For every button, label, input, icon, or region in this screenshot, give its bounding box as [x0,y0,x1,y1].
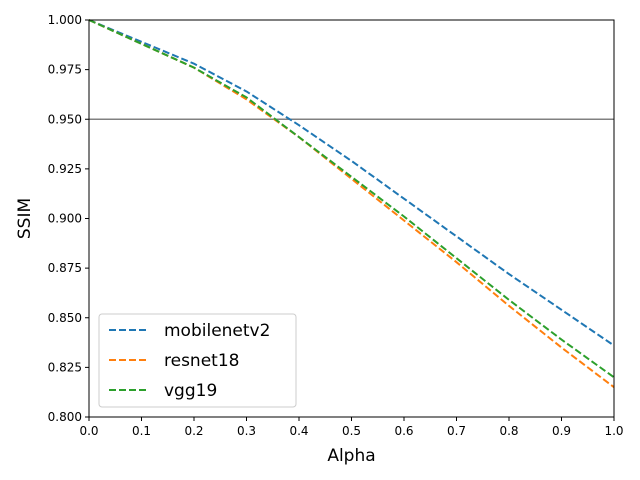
x-tick-label: 0.5 [342,424,361,438]
x-tick-label: 1.0 [604,424,623,438]
x-tick-label: 0.1 [132,424,151,438]
series-line-mobilenetv2 [88,19,615,347]
y-axis: 0.800 0.825 0.850 0.875 0.900 0.925 0.950 0.975… [48,13,89,424]
legend: mobilenetv2 resnet18 vgg19 [98,313,297,408]
x-axis: 0.0 0.1 0.2 0.3 0.4 0.5 0.6 0.7 0.8 0.9 1.0 [79,417,624,438]
y-axis-label: SSIM [15,198,35,239]
legend-label-vgg19: vgg19 [164,381,217,401]
y-tick-label: 0.825 [48,360,82,374]
series-lines [88,19,615,389]
x-tick-label: 0.3 [237,424,256,438]
y-tick-label: 0.875 [48,261,82,275]
legend-box [98,313,297,408]
y-tick-label: 1.000 [48,13,82,27]
x-tick-label: 0.6 [394,424,413,438]
x-tick-label: 0.2 [184,424,203,438]
series-line-vgg19 [88,19,615,379]
x-tick-label: 0.0 [79,424,98,438]
x-axis-label: Alpha [327,446,375,466]
y-tick-label: 0.925 [48,162,82,176]
y-tick-label: 0.950 [48,112,82,126]
legend-label-mobilenetv2: mobilenetv2 [164,321,270,341]
x-tick-label: 0.4 [289,424,308,438]
y-tick-label: 0.800 [48,410,82,424]
y-tick-label: 0.850 [48,311,82,325]
y-tick-label: 0.975 [48,63,82,77]
y-tick-label: 0.900 [48,212,82,226]
legend-label-resnet18: resnet18 [164,351,239,371]
x-tick-label: 0.7 [447,424,466,438]
x-tick-label: 0.8 [499,424,518,438]
x-tick-label: 0.9 [552,424,571,438]
